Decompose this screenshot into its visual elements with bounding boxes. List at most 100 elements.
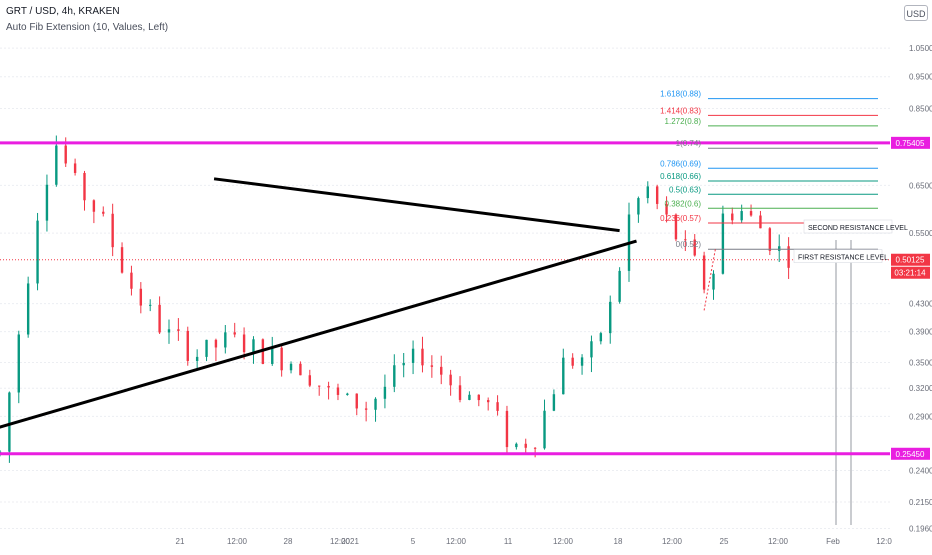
candle-body bbox=[73, 163, 77, 173]
candle-body bbox=[778, 246, 781, 251]
candle-body bbox=[158, 304, 161, 333]
countdown-tag bbox=[891, 266, 930, 279]
y-tick-label: 0.19600 bbox=[909, 525, 932, 534]
candle-body bbox=[327, 385, 330, 388]
candle-body bbox=[102, 211, 105, 214]
candle-body bbox=[580, 357, 584, 366]
candle-body bbox=[524, 443, 527, 448]
candle-body bbox=[167, 329, 171, 333]
x-tick-label: 12:00 bbox=[446, 537, 467, 546]
candle-body bbox=[346, 393, 349, 395]
candle-body bbox=[552, 394, 556, 411]
price-tag-label: 0.25450 bbox=[896, 450, 925, 459]
candle-body bbox=[120, 247, 124, 273]
second-resistance-label: SECOND RESISTANCE LEVEL bbox=[808, 225, 908, 232]
candle-body bbox=[721, 213, 725, 274]
candle-body bbox=[411, 348, 415, 363]
lower-trendline bbox=[0, 239, 637, 429]
indicator-legend[interactable]: Auto Fib Extension (10, Values, Left) bbox=[6, 22, 169, 33]
resistance-callout-box bbox=[793, 249, 883, 263]
x-tick-label: 12:00 bbox=[768, 537, 789, 546]
x-tick-label: 11 bbox=[504, 537, 513, 546]
candle-body bbox=[36, 220, 39, 284]
candle-body bbox=[543, 410, 546, 449]
candle-body bbox=[749, 211, 753, 216]
currency-button[interactable]: USD bbox=[904, 5, 928, 21]
countdown-label: 03:21:14 bbox=[894, 269, 926, 278]
candle-body bbox=[496, 402, 499, 411]
resistance-callout-box bbox=[803, 219, 893, 234]
candle-body bbox=[759, 215, 762, 229]
x-tick-label: 18 bbox=[614, 537, 623, 546]
fib-level-label: 0.5(0.63) bbox=[669, 185, 701, 194]
candle-body bbox=[26, 283, 30, 335]
fib-level-label: 0(0.52) bbox=[676, 240, 702, 249]
candle-body bbox=[149, 304, 152, 306]
fib-level-label: 0.382(0.6) bbox=[665, 199, 702, 208]
candle-body bbox=[618, 270, 621, 302]
candle-body bbox=[515, 443, 518, 448]
candle-body bbox=[637, 198, 640, 215]
candle-body bbox=[364, 408, 368, 410]
candle-body bbox=[665, 203, 668, 215]
candle-body bbox=[421, 348, 424, 366]
candle-body bbox=[242, 334, 246, 353]
candle-body bbox=[562, 357, 565, 395]
candle-body bbox=[355, 393, 358, 409]
price-tag bbox=[891, 136, 930, 149]
candle-body bbox=[712, 273, 715, 290]
symbol-title[interactable]: GRT / USD, 4h, KRAKEN bbox=[6, 6, 120, 17]
candle-body bbox=[505, 410, 509, 448]
candle-body bbox=[731, 213, 734, 221]
candle-body bbox=[233, 332, 236, 335]
candle-body bbox=[440, 366, 443, 375]
fib-level-label: 0.618(0.66) bbox=[660, 172, 701, 181]
candle-body bbox=[195, 356, 199, 361]
candle-body bbox=[205, 339, 208, 357]
candle-body bbox=[55, 145, 58, 185]
x-tick-label: Feb bbox=[826, 537, 840, 546]
x-tick-label: 28 bbox=[284, 537, 293, 546]
candle-body bbox=[609, 301, 612, 334]
candle-body bbox=[111, 213, 114, 248]
candle-body bbox=[477, 394, 480, 401]
candle-body bbox=[289, 363, 293, 371]
candle-body bbox=[252, 339, 255, 353]
candle-body bbox=[571, 357, 574, 366]
candle-body bbox=[646, 186, 649, 199]
candle-body bbox=[17, 334, 20, 393]
candle-body bbox=[655, 186, 659, 204]
candle-body bbox=[674, 214, 678, 240]
candle-body bbox=[214, 339, 218, 348]
x-tick-label: 12:00 bbox=[227, 537, 248, 546]
candle-body bbox=[599, 333, 603, 342]
candle-body bbox=[130, 272, 133, 289]
x-tick-label: 5 bbox=[411, 537, 416, 546]
candle-body bbox=[224, 332, 227, 348]
last-price-label: 0.50125 bbox=[896, 256, 925, 265]
candle-body bbox=[684, 239, 687, 241]
candle-body bbox=[186, 330, 189, 361]
candle-body bbox=[280, 347, 283, 371]
candle-body bbox=[45, 184, 49, 221]
price-tag-label: 0.75405 bbox=[896, 139, 925, 148]
x-tick-label: 12:00 bbox=[553, 537, 574, 546]
fib-level-label: 0.236(0.57) bbox=[660, 214, 701, 223]
candle-body bbox=[271, 347, 274, 364]
x-tick-label: 12:0 bbox=[876, 537, 892, 546]
x-tick-label: 25 bbox=[720, 537, 729, 546]
first-resistance-label: FIRST RESISTANCE LEVEL bbox=[798, 255, 888, 262]
fib-level-label: 1.618(0.88) bbox=[660, 90, 701, 99]
